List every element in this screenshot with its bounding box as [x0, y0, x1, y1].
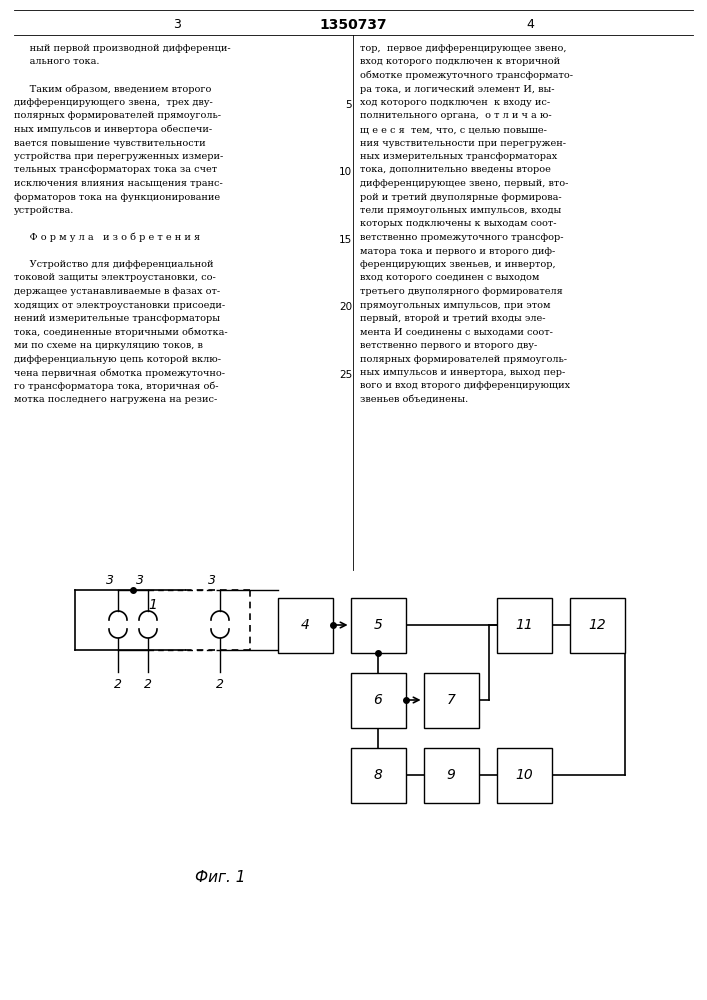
- Text: Фиг. 1: Фиг. 1: [194, 870, 245, 885]
- Text: вается повышение чувствительности: вается повышение чувствительности: [14, 138, 206, 147]
- Text: 3: 3: [136, 574, 144, 587]
- Text: ференцирующих звеньев, и инвертор,: ференцирующих звеньев, и инвертор,: [360, 260, 556, 269]
- Text: третьего двуполярного формирователя: третьего двуполярного формирователя: [360, 287, 563, 296]
- Text: мотка последнего нагружена на резис-: мотка последнего нагружена на резис-: [14, 395, 217, 404]
- Text: звеньев объединены.: звеньев объединены.: [360, 395, 468, 404]
- Text: устройства при перегруженных измери-: устройства при перегруженных измери-: [14, 152, 223, 161]
- Text: ный первой производной дифференци-: ный первой производной дифференци-: [14, 44, 230, 53]
- Text: 3: 3: [208, 574, 216, 587]
- Text: ми по схеме на циркуляцию токов, в: ми по схеме на циркуляцию токов, в: [14, 341, 203, 350]
- Text: тока, дополнительно введены второе: тока, дополнительно введены второе: [360, 165, 551, 174]
- Text: ных измерительных трансформаторах: ных измерительных трансформаторах: [360, 152, 557, 161]
- Text: устройства.: устройства.: [14, 206, 74, 215]
- Text: Ф о р м у л а   и з о б р е т е н и я: Ф о р м у л а и з о б р е т е н и я: [14, 233, 200, 242]
- Text: нений измерительные трансформаторы: нений измерительные трансформаторы: [14, 314, 220, 323]
- Bar: [496, 597, 551, 652]
- Bar: [278, 597, 332, 652]
- Text: тельных трансформаторах тока за счет: тельных трансформаторах тока за счет: [14, 165, 217, 174]
- Text: ных импульсов и инвертора, выход пер-: ных импульсов и инвертора, выход пер-: [360, 368, 566, 377]
- Text: дифференцирующее звено, первый, вто-: дифференцирующее звено, первый, вто-: [360, 179, 568, 188]
- Text: токовой защиты электроустановки, со-: токовой защиты электроустановки, со-: [14, 273, 216, 282]
- Text: ния чувствительности при перегружен-: ния чувствительности при перегружен-: [360, 138, 566, 147]
- Bar: [423, 672, 479, 728]
- Text: 9: 9: [447, 768, 455, 782]
- Text: тор,  первое дифференцирующее звено,: тор, первое дифференцирующее звено,: [360, 44, 566, 53]
- Text: которых подключены к выходам соот-: которых подключены к выходам соот-: [360, 220, 556, 229]
- Text: полярных формирователей прямоуголь-: полярных формирователей прямоуголь-: [14, 111, 221, 120]
- Text: 10: 10: [339, 167, 352, 177]
- Text: тока, соединенные вторичными обмотка-: тока, соединенные вторичными обмотка-: [14, 328, 228, 337]
- Text: вход которого подключен к вторичной: вход которого подключен к вторичной: [360, 57, 560, 66]
- Text: обмотке промежуточного трансформато-: обмотке промежуточного трансформато-: [360, 71, 573, 81]
- Text: 6: 6: [373, 693, 382, 707]
- Text: ход которого подключен  к входу ис-: ход которого подключен к входу ис-: [360, 98, 550, 107]
- Text: 25: 25: [339, 370, 352, 380]
- Text: дифференциальную цепь которой вклю-: дифференциальную цепь которой вклю-: [14, 355, 221, 363]
- Bar: [351, 748, 406, 802]
- Text: го трансформатора тока, вторичная об-: го трансформатора тока, вторичная об-: [14, 381, 218, 391]
- Text: 4: 4: [526, 18, 534, 31]
- Text: форматоров тока на функционирование: форматоров тока на функционирование: [14, 192, 220, 202]
- Text: 2: 2: [216, 678, 224, 691]
- Text: 12: 12: [588, 618, 606, 632]
- Text: ального тока.: ального тока.: [14, 57, 100, 66]
- Text: 2: 2: [114, 678, 122, 691]
- Text: вход которого соединен с выходом: вход которого соединен с выходом: [360, 273, 539, 282]
- Text: полнительного органа,  о т л и ч а ю-: полнительного органа, о т л и ч а ю-: [360, 111, 551, 120]
- Text: 15: 15: [339, 235, 352, 245]
- Text: 10: 10: [515, 768, 533, 782]
- Text: 3: 3: [106, 574, 114, 587]
- Bar: [351, 597, 406, 652]
- Text: рой и третий двуполярные формирова-: рой и третий двуполярные формирова-: [360, 192, 561, 202]
- Text: 1350737: 1350737: [319, 18, 387, 32]
- Bar: [423, 748, 479, 802]
- Text: Таким образом, введением второго: Таким образом, введением второго: [14, 85, 211, 94]
- Text: 4: 4: [300, 618, 310, 632]
- Text: ветственно промежуточного трансфор-: ветственно промежуточного трансфор-: [360, 233, 563, 242]
- Text: ходящих от электроустановки присоеди-: ходящих от электроустановки присоеди-: [14, 300, 225, 310]
- Text: чена первичная обмотка промежуточно-: чена первичная обмотка промежуточно-: [14, 368, 225, 377]
- Text: исключения влияния насыщения транс-: исключения влияния насыщения транс-: [14, 179, 223, 188]
- Bar: [570, 597, 624, 652]
- Bar: [496, 748, 551, 802]
- Text: первый, второй и третий входы эле-: первый, второй и третий входы эле-: [360, 314, 546, 323]
- Text: 11: 11: [515, 618, 533, 632]
- Text: щ е е с я  тем, что, с целью повыше-: щ е е с я тем, что, с целью повыше-: [360, 125, 547, 134]
- Text: 7: 7: [447, 693, 455, 707]
- Text: 5: 5: [346, 100, 352, 110]
- Text: 1: 1: [148, 598, 157, 612]
- Text: ра тока, и логический элемент И, вы-: ра тока, и логический элемент И, вы-: [360, 85, 554, 94]
- Text: прямоугольных импульсов, при этом: прямоугольных импульсов, при этом: [360, 300, 551, 310]
- Text: 20: 20: [339, 302, 352, 312]
- Text: дифференцирующего звена,  трех дву-: дифференцирующего звена, трех дву-: [14, 98, 213, 107]
- Text: держащее устанавливаемые в фазах от-: держащее устанавливаемые в фазах от-: [14, 287, 220, 296]
- Text: мента И соединены с выходами соот-: мента И соединены с выходами соот-: [360, 328, 553, 336]
- Text: 8: 8: [373, 768, 382, 782]
- Text: полярных формирователей прямоуголь-: полярных формирователей прямоуголь-: [360, 355, 567, 363]
- Text: Устройство для дифференциальной: Устройство для дифференциальной: [14, 260, 214, 269]
- Bar: [351, 672, 406, 728]
- Text: 5: 5: [373, 618, 382, 632]
- Text: ных импульсов и инвертора обеспечи-: ных импульсов и инвертора обеспечи-: [14, 125, 212, 134]
- Text: 3: 3: [173, 18, 181, 31]
- Text: тели прямоугольных импульсов, входы: тели прямоугольных импульсов, входы: [360, 206, 561, 215]
- Text: 2: 2: [144, 678, 152, 691]
- Text: ветственно первого и второго дву-: ветственно первого и второго дву-: [360, 341, 537, 350]
- Text: вого и вход второго дифференцирующих: вого и вход второго дифференцирующих: [360, 381, 570, 390]
- Text: матора тока и первого и второго диф-: матора тока и первого и второго диф-: [360, 246, 555, 255]
